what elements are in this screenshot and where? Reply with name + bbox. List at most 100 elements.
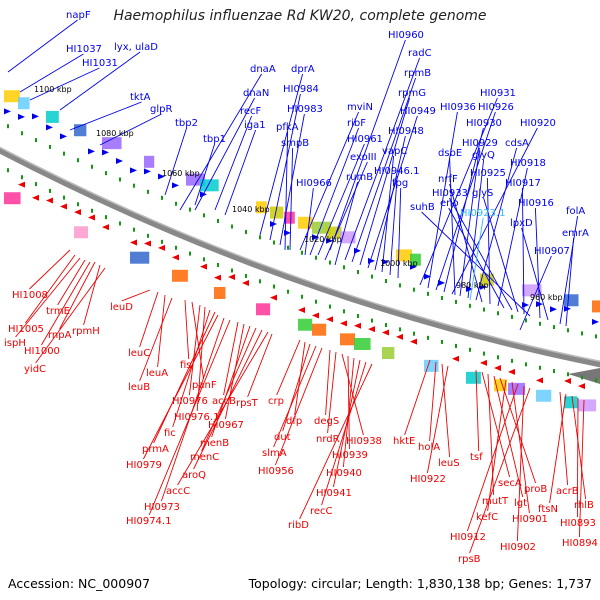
gene-label-glys[interactable]: glyS — [472, 188, 493, 199]
gene-label-hi1031[interactable]: HI1031 — [82, 58, 118, 69]
gene-label-dpra[interactable]: dprA — [291, 64, 315, 75]
gene-label-napf[interactable]: napF — [66, 10, 91, 21]
gene-label-isph[interactable]: ispH — [4, 338, 26, 349]
gene-label-mutt[interactable]: mutT — [482, 496, 509, 507]
gene-label-radc[interactable]: radC — [408, 48, 432, 59]
gene-label-hi0894[interactable]: HI0894 — [562, 538, 598, 549]
gene-label-hi0974-1[interactable]: HI0974.1 — [126, 516, 171, 527]
gene-label-recc[interactable]: recC — [310, 506, 333, 517]
gene-label-hi0929[interactable]: HI0929 — [462, 138, 498, 149]
gene-label-eno[interactable]: eno — [440, 198, 459, 209]
gene-label-accc[interactable]: accC — [166, 486, 190, 497]
gene-label-kefc[interactable]: kefC — [476, 512, 498, 523]
gene-label-hi0922[interactable]: HI0922 — [410, 474, 446, 485]
gene-label-cdsa[interactable]: cdsA — [505, 138, 529, 149]
gene-label-hi0960[interactable]: HI0960 — [388, 30, 424, 41]
gene-label-tsf[interactable]: tsf — [470, 452, 483, 463]
gene-label-hi0902[interactable]: HI0902 — [500, 542, 536, 553]
gene-label-vapc[interactable]: vapC — [382, 146, 407, 157]
gene-label-dnan[interactable]: dnaN — [243, 88, 269, 99]
gene-label-menc[interactable]: menC — [190, 452, 219, 463]
gene-label-seca[interactable]: secA — [498, 478, 522, 489]
gene-label-hi0948[interactable]: HI0948 — [388, 126, 424, 137]
gene-label-hi1037[interactable]: HI1037 — [66, 44, 102, 55]
gene-label-lyx-ulad[interactable]: lyx, ulaD — [114, 42, 158, 53]
gene-label-hi0931[interactable]: HI0931 — [480, 88, 516, 99]
gene-label-hi0984[interactable]: HI0984 — [283, 84, 319, 95]
gene-label-hola[interactable]: holA — [418, 442, 440, 453]
gene-label-hi0893[interactable]: HI0893 — [560, 518, 596, 529]
gene-label-fpg[interactable]: fpg — [392, 178, 408, 189]
gene-label-panf[interactable]: panF — [192, 380, 217, 391]
gene-label-hi0949[interactable]: HI0949 — [400, 106, 436, 117]
gene-label-hi1008[interactable]: HI1008 — [12, 290, 48, 301]
gene-label-hi0938[interactable]: HI0938 — [346, 436, 382, 447]
gene-label-fola[interactable]: folA — [566, 206, 585, 217]
gene-label-hi0917[interactable]: HI0917 — [505, 178, 541, 189]
gene-label-hi0966[interactable]: HI0966 — [296, 178, 332, 189]
gene-label-hi0979[interactable]: HI0979 — [126, 460, 162, 471]
gene-label-nrff[interactable]: nrfF — [438, 174, 458, 185]
gene-label-tbp1[interactable]: tbp1 — [203, 134, 226, 145]
gene-label-hi0916[interactable]: HI0916 — [518, 198, 554, 209]
gene-label-hi1000[interactable]: HI1000 — [24, 346, 60, 357]
gene-label-prob[interactable]: proB — [524, 484, 547, 495]
gene-label-hi0926[interactable]: HI0926 — [478, 102, 514, 113]
gene-label-hi0961[interactable]: HI0961 — [347, 134, 383, 145]
gene-label-glpr[interactable]: glpR — [150, 104, 172, 115]
gene-label-ribd[interactable]: ribD — [288, 520, 309, 531]
gene-label-dsbe[interactable]: dsbE — [438, 148, 462, 159]
gene-label-acrb[interactable]: acrB — [556, 486, 579, 497]
gene-label-ftsn[interactable]: ftsN — [538, 504, 558, 515]
gene-label-lgt[interactable]: lgt — [514, 498, 527, 509]
gene-label-hi1005[interactable]: HI1005 — [8, 324, 44, 335]
gene-label-ribf[interactable]: ribF — [347, 118, 366, 129]
gene-label-hi0930[interactable]: HI0930 — [466, 118, 502, 129]
gene-label-leus[interactable]: leuS — [438, 458, 460, 469]
gene-label-degs[interactable]: degS — [314, 416, 339, 427]
gene-label-hi0923-1[interactable]: HI0923.1 — [460, 208, 505, 219]
gene-label-leua[interactable]: leuA — [146, 368, 168, 379]
gene-label-trme[interactable]: trmE — [46, 306, 70, 317]
gene-label-dfp[interactable]: dfp — [286, 416, 302, 427]
gene-label-hi0967[interactable]: HI0967 — [208, 420, 244, 431]
gene-label-hi0946-1[interactable]: HI0946.1 — [374, 166, 419, 177]
gene-label-tkta[interactable]: tktA — [130, 92, 151, 103]
gene-label-rhlb[interactable]: rhlB — [574, 500, 594, 511]
gene-label-nrdr[interactable]: nrdR — [316, 434, 340, 445]
gene-label-prma[interactable]: prmA — [142, 444, 169, 455]
gene-label-rpmb[interactable]: rpmB — [404, 68, 431, 79]
gene-label-hi0912[interactable]: HI0912 — [450, 532, 486, 543]
gene-label-leub[interactable]: leuB — [128, 382, 150, 393]
gene-label-hi0976[interactable]: HI0976 — [172, 396, 208, 407]
gene-label-slma[interactable]: slmA — [262, 448, 287, 459]
gene-label-leud[interactable]: leuD — [110, 302, 133, 313]
gene-label-rumb[interactable]: rumB — [346, 172, 373, 183]
gene-label-hi0941[interactable]: HI0941 — [316, 488, 352, 499]
gene-label-leuc[interactable]: leuC — [128, 348, 150, 359]
gene-label-exoiii[interactable]: exoIII — [350, 152, 377, 163]
gene-label-glyq[interactable]: glyQ — [472, 150, 495, 161]
gene-label-hi0920[interactable]: HI0920 — [520, 118, 556, 129]
gene-label-rpst[interactable]: rpsT — [236, 398, 259, 409]
gene-label-hi0956[interactable]: HI0956 — [258, 466, 294, 477]
gene-label-hi0939[interactable]: HI0939 — [332, 450, 368, 461]
gene-label-hi0936[interactable]: HI0936 — [440, 102, 476, 113]
gene-label-hkte[interactable]: hktE — [393, 436, 415, 447]
gene-label-emra[interactable]: emrA — [562, 228, 589, 239]
gene-label-tbp2[interactable]: tbp2 — [175, 118, 198, 129]
gene-label-rpmg[interactable]: rpmG — [398, 88, 426, 99]
gene-label-rpmh[interactable]: rpmH — [72, 326, 100, 337]
gene-label-dut[interactable]: dut — [274, 432, 291, 443]
gene-label-menb[interactable]: menB — [200, 438, 229, 449]
gene-label-recf[interactable]: recF — [240, 106, 262, 117]
gene-label-rnpa[interactable]: rnpA — [48, 330, 72, 341]
gene-label-hi0918[interactable]: HI0918 — [510, 158, 546, 169]
gene-label-fis[interactable]: fis — [180, 360, 192, 371]
gene-label-smpb[interactable]: smpB — [281, 138, 309, 149]
gene-label-hi0976-1[interactable]: HI0976.1 — [174, 412, 219, 423]
gene-label-yidc[interactable]: yidC — [24, 364, 46, 375]
gene-label-mvin[interactable]: mviN — [347, 102, 373, 113]
gene-label-lpxd[interactable]: lpxD — [510, 218, 533, 229]
gene-label-iga1[interactable]: iga1 — [244, 120, 266, 131]
